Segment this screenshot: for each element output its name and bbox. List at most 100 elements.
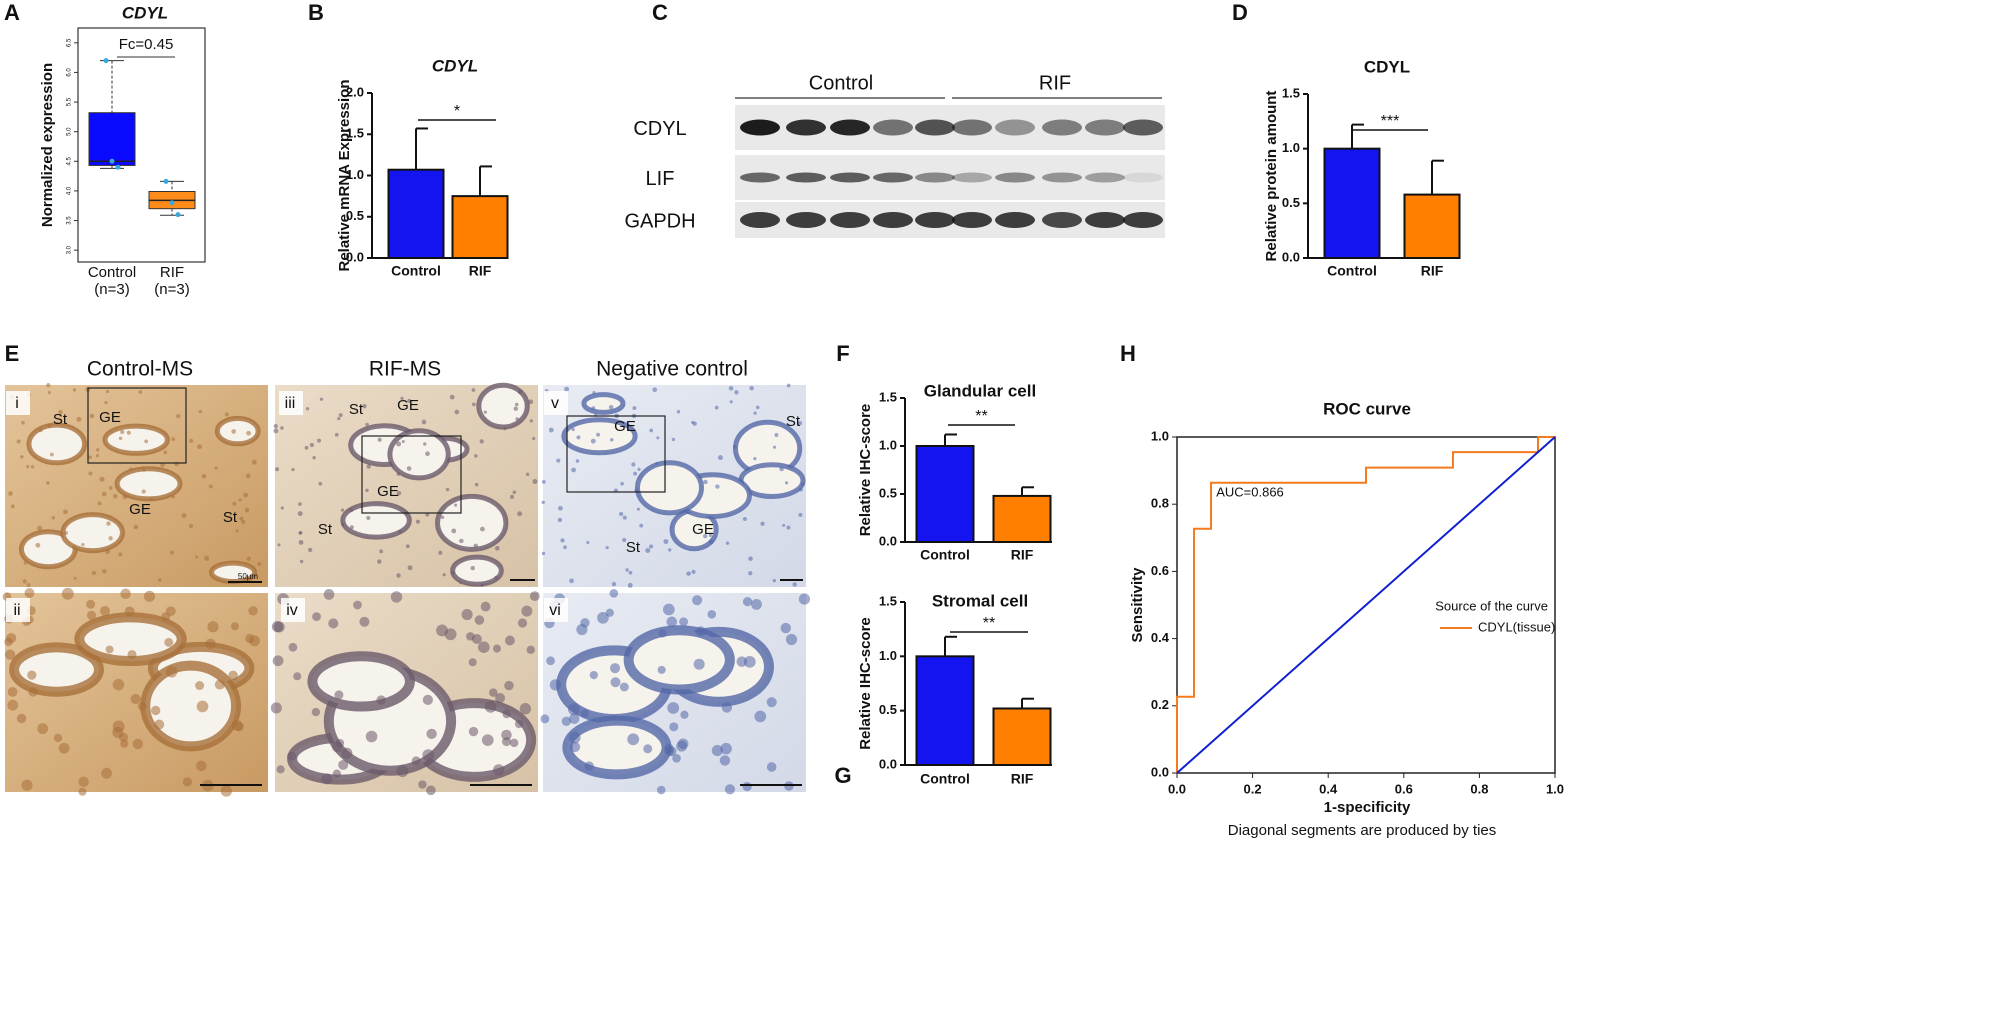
column-header: Control-MS [87,358,193,381]
nucleus [526,645,535,655]
x-tick-label: 0.2 [1244,781,1262,796]
nucleus [204,555,210,561]
point [115,164,121,170]
point [163,178,169,184]
blot-band [873,172,913,183]
nucleus [567,703,580,716]
nucleus [512,490,517,495]
nucleus [47,390,51,395]
nucleus [558,505,563,511]
x-tick-label: 1.0 [1546,781,1564,796]
nucleus [72,388,77,392]
nucleus [736,656,748,667]
nucleus [514,402,519,407]
nucleus [198,409,203,414]
nucleus [317,438,322,443]
nucleus [401,439,405,444]
y-tick-label: 0.0 [1151,764,1169,779]
nucleus [21,420,25,425]
nucleus [528,399,534,405]
y-tick-label: 4.0 [67,186,73,195]
nucleus [406,466,412,471]
nucleus [669,722,679,732]
blot-band [830,119,870,136]
nucleus [590,438,596,444]
y-tick-label: 3.0 [67,245,73,254]
nucleus [239,516,244,521]
nucleus [143,590,156,602]
nucleus [7,687,18,697]
nucleus [785,633,798,646]
nucleus [112,726,124,738]
panel-letter: E [5,341,20,366]
nucleus [663,539,669,545]
nucleus [568,731,581,744]
blot-band [915,172,955,183]
nucleus [273,424,278,429]
nucleus [755,405,760,410]
y-tick-label: 1.5 [1282,85,1300,100]
nucleus [478,641,490,654]
nucleus [532,479,538,485]
blot-band [1085,212,1125,228]
nucleus [597,611,609,624]
nucleus [515,417,519,421]
nucleus [611,581,617,587]
nucleus [541,551,546,556]
nucleus [415,519,420,524]
nucleus [517,389,523,395]
nucleus [124,606,135,617]
x-tick-label: RIF [160,264,184,281]
tissue-tag: GE [397,397,419,414]
nucleus [521,605,533,617]
panel-letter: G [834,763,851,788]
nucleus [24,588,35,599]
nucleus [251,459,257,465]
nucleus [779,466,784,472]
nucleus [95,454,100,458]
x-axis-label: 1-specificity [1324,799,1411,816]
nucleus [708,533,713,538]
nucleus [473,543,478,548]
nucleus [782,523,786,527]
blot-row-label: GAPDH [624,210,695,232]
nucleus [627,582,633,588]
nucleus [104,400,108,405]
label-bg [544,598,568,622]
nucleus [390,591,403,603]
nucleus [272,655,284,667]
point [169,200,175,206]
blot-row-label: CDYL [633,118,686,140]
nucleus [703,533,708,539]
nucleus [129,467,133,471]
x-tick-label: Control [920,771,970,787]
gland [60,512,125,554]
nucleus [474,615,485,625]
gland [214,415,261,447]
bar [451,195,509,259]
nucleus [686,571,691,576]
nucleus [353,600,362,610]
nucleus [405,544,410,549]
nucleus [4,649,16,660]
nucleus [35,542,41,548]
nucleus [657,665,666,674]
nucleus [643,744,653,754]
nucleus [154,719,165,730]
y-tick-label: 0.5 [879,702,897,717]
nucleus [459,538,464,544]
point [109,158,115,164]
chart-title: ROC curve [1323,399,1411,418]
nucleus [719,755,731,766]
nucleus [784,781,794,791]
nucleus [328,618,339,629]
blot-band [1123,119,1163,136]
nucleus [365,422,369,427]
nucleus [108,486,113,490]
nucleus [122,494,128,500]
blot-band [786,212,826,228]
nucleus [586,540,590,545]
nucleus [772,445,777,449]
tissue-tag: St [53,411,68,428]
nucleus [120,429,125,435]
